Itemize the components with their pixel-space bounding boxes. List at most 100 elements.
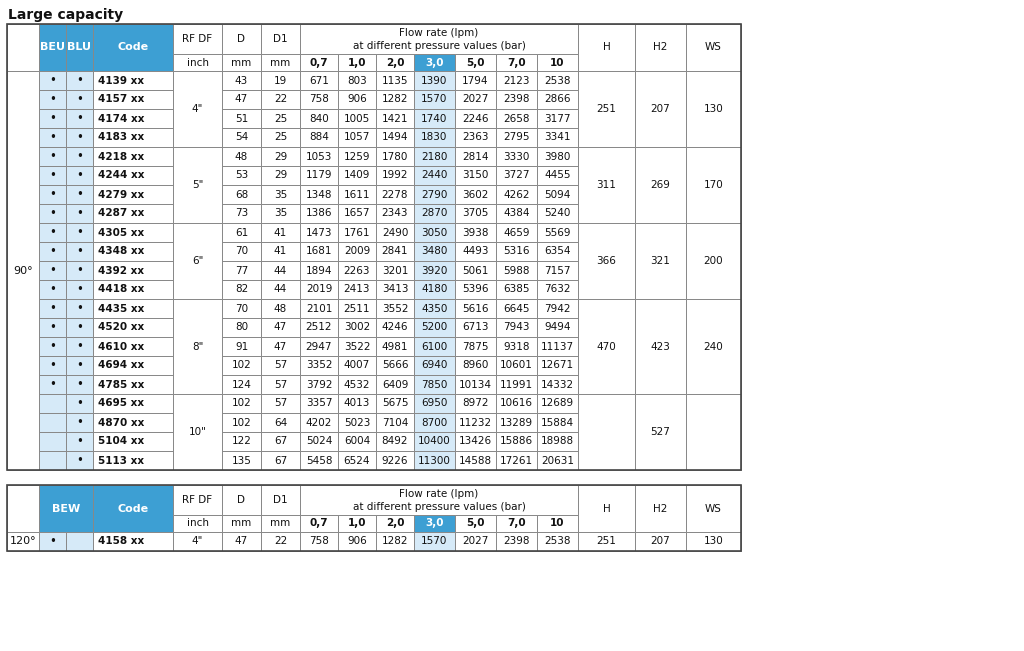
Text: 10134: 10134: [459, 380, 492, 389]
Bar: [173, 515, 222, 532]
Text: •: •: [76, 74, 83, 87]
Bar: [261, 71, 300, 90]
Bar: [537, 185, 578, 204]
Text: 4392 xx: 4392 xx: [98, 266, 144, 275]
Text: 1179: 1179: [306, 171, 332, 180]
Text: H: H: [603, 503, 610, 514]
Bar: [222, 485, 261, 515]
Bar: [93, 147, 173, 166]
Bar: [496, 318, 537, 337]
Bar: [222, 318, 261, 337]
Bar: [537, 166, 578, 185]
Bar: [537, 337, 578, 356]
Text: 3330: 3330: [504, 152, 529, 161]
Text: 4493: 4493: [462, 247, 488, 256]
Text: •: •: [76, 416, 83, 429]
Bar: [93, 413, 173, 432]
Bar: [414, 185, 455, 204]
Bar: [537, 128, 578, 147]
Bar: [66, 318, 93, 337]
Bar: [222, 375, 261, 394]
Bar: [455, 185, 496, 204]
Text: 11232: 11232: [459, 417, 493, 428]
Bar: [222, 54, 261, 71]
Bar: [455, 451, 496, 470]
Text: 12689: 12689: [541, 398, 574, 408]
Text: 758: 758: [309, 536, 329, 546]
Text: 5113 xx: 5113 xx: [98, 456, 144, 465]
Bar: [537, 515, 578, 532]
Text: mm: mm: [270, 518, 291, 529]
Bar: [261, 54, 300, 71]
Text: 18988: 18988: [541, 437, 574, 447]
Text: 135: 135: [231, 456, 252, 465]
Text: 9494: 9494: [544, 322, 570, 333]
Text: •: •: [49, 169, 56, 182]
Text: 671: 671: [309, 76, 329, 85]
Text: 13289: 13289: [500, 417, 534, 428]
Text: mm: mm: [231, 518, 252, 529]
Bar: [300, 242, 338, 261]
Bar: [222, 515, 261, 532]
Bar: [173, 54, 222, 71]
Bar: [414, 280, 455, 299]
Bar: [496, 299, 537, 318]
Bar: [496, 223, 537, 242]
Text: 3002: 3002: [344, 322, 370, 333]
Text: •: •: [76, 302, 83, 315]
Bar: [455, 166, 496, 185]
Bar: [537, 261, 578, 280]
Text: 6950: 6950: [421, 398, 447, 408]
Bar: [39, 485, 93, 532]
Text: 7943: 7943: [503, 322, 529, 333]
Text: 2870: 2870: [421, 208, 447, 219]
Bar: [93, 318, 173, 337]
Bar: [93, 280, 173, 299]
Bar: [376, 356, 414, 375]
Text: 3792: 3792: [306, 380, 332, 389]
Bar: [39, 90, 66, 109]
Bar: [7, 532, 39, 551]
Text: •: •: [76, 226, 83, 239]
Bar: [39, 375, 66, 394]
Bar: [39, 223, 66, 242]
Bar: [300, 204, 338, 223]
Text: 3177: 3177: [544, 113, 570, 124]
Bar: [537, 375, 578, 394]
Text: 1494: 1494: [382, 133, 409, 143]
Bar: [93, 71, 173, 90]
Bar: [414, 109, 455, 128]
Bar: [66, 432, 93, 451]
Text: 5": 5": [191, 180, 203, 190]
Text: 0,7: 0,7: [309, 518, 329, 529]
Bar: [93, 166, 173, 185]
Bar: [222, 532, 261, 551]
Text: 48: 48: [273, 303, 287, 314]
Bar: [300, 109, 338, 128]
Text: 9318: 9318: [503, 342, 529, 352]
Text: 1992: 1992: [382, 171, 409, 180]
Text: 906: 906: [347, 536, 367, 546]
Bar: [39, 204, 66, 223]
Bar: [338, 432, 376, 451]
Text: •: •: [76, 93, 83, 106]
Text: •: •: [49, 112, 56, 125]
Text: 5061: 5061: [462, 266, 488, 275]
Bar: [39, 242, 66, 261]
Text: 6940: 6940: [421, 361, 447, 370]
Bar: [261, 109, 300, 128]
Bar: [338, 223, 376, 242]
Bar: [39, 394, 66, 413]
Text: 884: 884: [309, 133, 329, 143]
Bar: [414, 532, 455, 551]
Text: 3480: 3480: [421, 247, 447, 256]
Bar: [376, 280, 414, 299]
Bar: [537, 71, 578, 90]
Bar: [496, 375, 537, 394]
Text: 53: 53: [234, 171, 248, 180]
Bar: [300, 299, 338, 318]
Text: 2009: 2009: [344, 247, 370, 256]
Bar: [578, 485, 635, 532]
Text: BEW: BEW: [52, 503, 80, 514]
Bar: [173, 54, 222, 71]
